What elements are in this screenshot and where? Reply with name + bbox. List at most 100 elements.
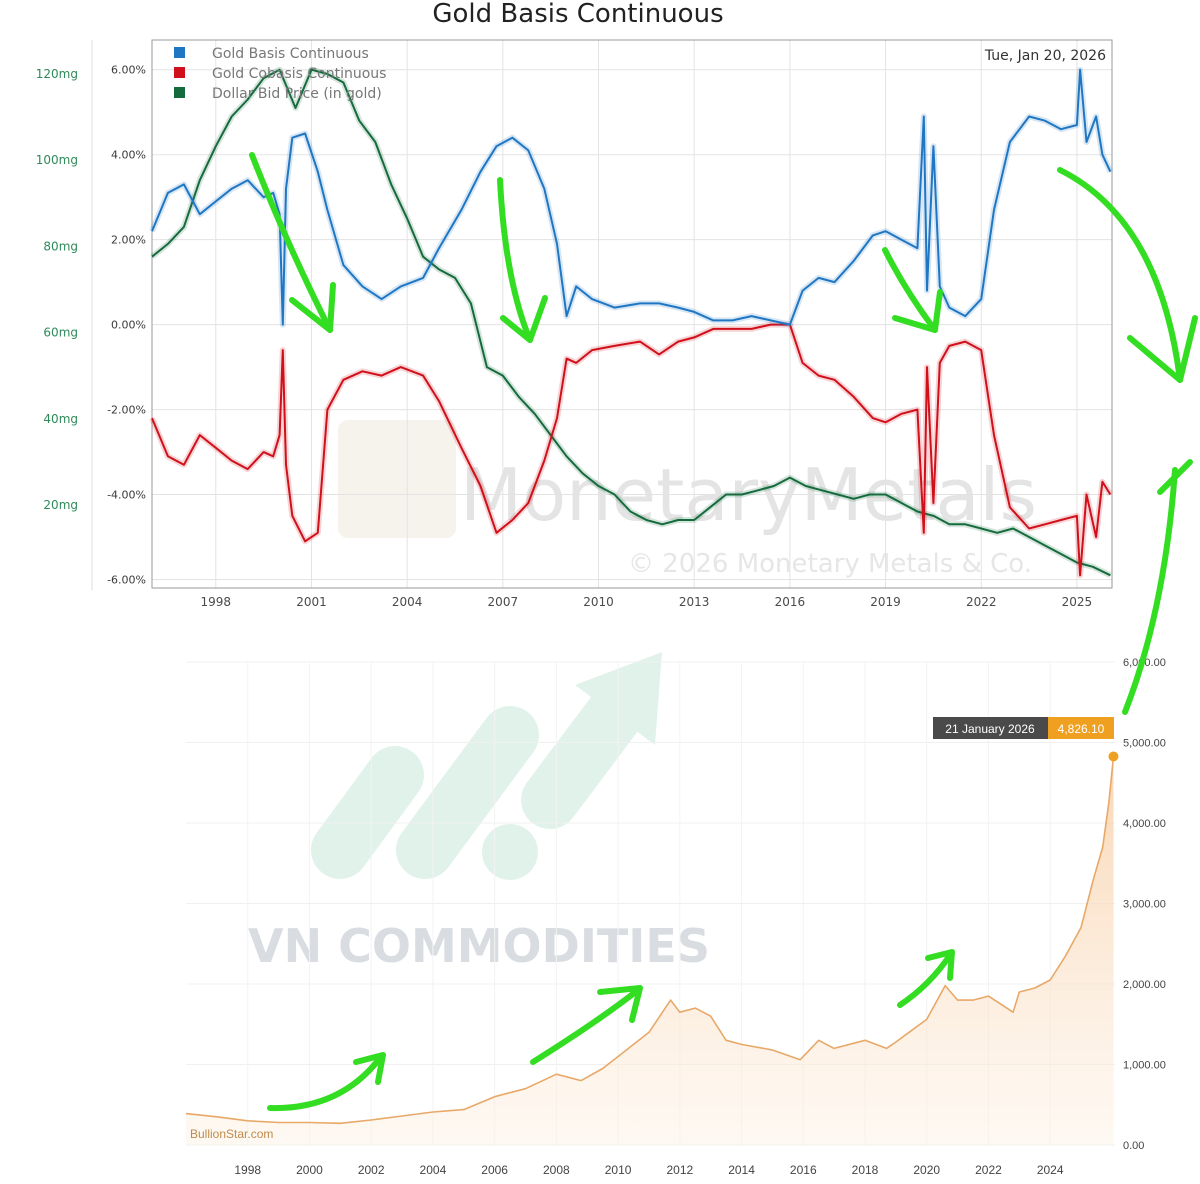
legend-swatch-cobasis [174,67,185,78]
up-arrow-icon [530,987,641,1065]
tooltip-date: 21 January 2026 [945,722,1035,736]
bottom-series [185,751,1119,1145]
top-x-tick: 2007 [488,595,519,609]
top-secondary-tick: 60mg [43,326,78,340]
down-arrow-icon [882,247,938,333]
top-plot-frame [151,39,1113,589]
vn-watermark-text: VN COMMODITIES [248,919,710,973]
bottom-credit: BullionStar.com [190,1127,273,1141]
bottom-grid [186,661,1115,1146]
bottom-y-axis: 0.00 1,000.00 2,000.00 3,000.00 4,000.00 5,00… [1123,657,1166,1152]
series-gold-cobasis-glow [149,321,1113,579]
bottom-x-tick: 2002 [358,1163,385,1177]
top-y-tick: -4.00% [107,489,146,502]
tooltip-value-box [1048,717,1114,739]
top-secondary-tick: 120mg [36,67,78,81]
top-x-tick: 2001 [296,595,327,609]
top-series [149,66,1114,579]
top-x-axis: 1998 2001 2004 2007 2010 2013 2016 2019 2022 2025 [201,595,1093,609]
top-chart: Gold Basis Continuous MonetaryMetals © 2… [36,0,1114,609]
top-secondary-tick: 80mg [43,239,78,253]
top-x-tick: 2025 [1062,595,1093,609]
top-copyright: © 2026 Monetary Metals & Co. [628,549,1032,579]
legend-swatch-basis [174,47,185,58]
bottom-y-tick: 1,000.00 [1123,1060,1166,1072]
latest-price-point [1108,751,1119,762]
top-x-tick: 2004 [392,595,423,609]
top-secondary-tick: 100mg [36,153,78,167]
curved-arrow-icon [1057,167,1183,383]
down-arrow-icon [249,152,333,333]
bottom-chart: VN COMMODITIES 0.00 1,000.00 2,000.00 3,000… [185,652,1166,1177]
bottom-x-tick: 2000 [296,1163,323,1177]
arrow-head-icon [925,949,955,981]
arrow-head-icon [353,1052,386,1085]
top-x-tick: 2016 [775,595,806,609]
series-gold-basis [151,68,1112,326]
legend-entry-basis: Gold Basis Continuous [212,46,369,62]
arrow-head-icon [1127,315,1198,383]
top-date-label: Tue, Jan 20, 2026 [984,48,1106,64]
top-secondary-tick: 20mg [43,498,78,512]
top-y-axis: 6.00% 4.00% 2.00% 0.00% -2.00% -4.00% -6.00% [107,64,146,587]
top-y-tick: -2.00% [107,404,146,417]
bottom-x-tick: 2020 [913,1163,940,1177]
up-arrow-icon [267,1055,383,1112]
up-arrow-icon [897,952,953,1008]
down-arrow-icon [497,177,533,343]
bottom-x-tick: 2010 [605,1163,632,1177]
bottom-x-axis: 1998 2000 2002 2004 2006 2008 2010 2012 2014 2016… [234,1163,1063,1177]
arrow-head-icon [289,282,336,333]
tooltip-date-box [933,717,1048,739]
top-y-tick: 6.00% [111,64,146,77]
top-x-tick: 2019 [870,595,901,609]
top-y-tick: 4.00% [111,149,146,162]
price-tooltip: 21 January 2026 4,826.10 [933,717,1114,739]
top-chart-title: Gold Basis Continuous [432,0,723,29]
arrow-head-icon [597,985,643,1023]
curved-arrow-icon [1122,467,1178,715]
tooltip-value: 4,826.10 [1058,722,1105,736]
bottom-x-tick: 2022 [975,1163,1002,1177]
top-secondary-tick: 40mg [43,412,78,426]
bottom-x-tick: 2016 [790,1163,817,1177]
gold-price-area [186,756,1114,1145]
legend-entry-dollar: Dollar Bid Price (in gold) [212,86,382,102]
bottom-y-tick: 4,000.00 [1123,818,1166,830]
bottom-x-tick: 2008 [543,1163,570,1177]
gold-price-line [185,756,1115,1125]
bottom-y-tick: 2,000.00 [1123,979,1166,991]
bottom-x-tick: 2014 [728,1163,755,1177]
watermark-logo-icon [338,420,456,538]
series-dollar-bid [151,68,1111,577]
top-legend: Gold Basis Continuous Gold Cobasis Conti… [174,46,386,102]
legend-swatch-dollar [174,87,185,98]
legend-entry-cobasis: Gold Cobasis Continuous [212,66,386,82]
top-secondary-axis: 120mg 100mg 80mg 60mg 40mg 20mg [36,67,78,512]
bottom-x-tick: 2018 [852,1163,879,1177]
series-gold-cobasis [151,323,1112,577]
bottom-x-tick: 2012 [666,1163,693,1177]
top-y-tick: -6.00% [107,574,146,587]
top-y-tick: 2.00% [111,234,146,247]
vn-logo-icon [311,652,662,880]
vn-watermark: VN COMMODITIES [248,652,710,973]
arrow-head-icon [892,289,943,333]
top-x-tick: 2010 [583,595,614,609]
bottom-y-tick: 3,000.00 [1123,899,1166,911]
top-x-tick: 1998 [201,595,232,609]
top-grid [152,40,1112,588]
bottom-y-tick: 0.00 [1123,1140,1144,1152]
bottom-x-tick: 1998 [234,1163,261,1177]
arrow-head-icon [500,295,548,343]
top-x-tick: 2022 [966,595,997,609]
bottom-x-tick: 2024 [1037,1163,1064,1177]
bottom-y-tick: 5,000.00 [1123,738,1166,750]
arrow-head-icon [1157,459,1193,495]
bottom-x-tick: 2004 [420,1163,447,1177]
annotation-arrows [249,152,1198,1112]
top-y-tick: 0.00% [111,319,146,332]
top-x-tick: 2013 [679,595,710,609]
bottom-x-tick: 2006 [481,1163,508,1177]
